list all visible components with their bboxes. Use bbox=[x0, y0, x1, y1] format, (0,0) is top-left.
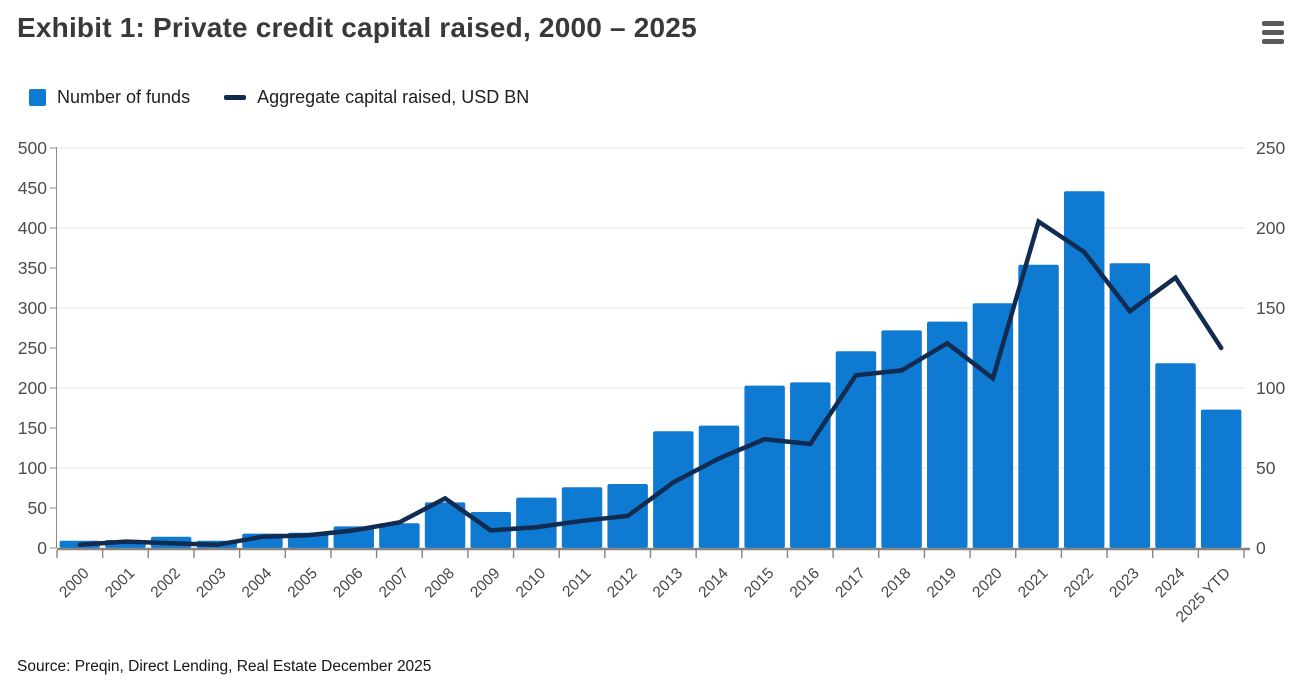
left-axis-label: 300 bbox=[18, 298, 47, 318]
x-axis-label: 2005 bbox=[285, 565, 321, 601]
left-axis-label: 400 bbox=[18, 218, 47, 238]
bar-2018[interactable] bbox=[881, 330, 922, 548]
x-axis-label: 2023 bbox=[1106, 565, 1142, 601]
x-axis-label: 2018 bbox=[878, 565, 914, 601]
right-axis-label: 100 bbox=[1256, 378, 1285, 398]
left-axis-label: 150 bbox=[18, 418, 47, 438]
legend-label: Number of funds bbox=[57, 87, 191, 107]
x-axis-label: 2015 bbox=[741, 565, 777, 601]
x-axis-label: 2021 bbox=[1015, 565, 1051, 601]
hamburger-bar bbox=[1262, 21, 1284, 26]
right-axis-label: 50 bbox=[1256, 458, 1276, 478]
x-axis-label: 2007 bbox=[376, 565, 412, 601]
chart-title: Exhibit 1: Private credit capital raised… bbox=[17, 12, 697, 43]
bar-series-swatch-icon bbox=[29, 89, 46, 106]
x-axis-label: 2012 bbox=[604, 565, 640, 601]
right-axis-label: 250 bbox=[1256, 138, 1285, 158]
x-axis-label: 2003 bbox=[193, 565, 229, 601]
x-axis-label: 2006 bbox=[330, 565, 366, 601]
bar-2014[interactable] bbox=[698, 425, 740, 548]
line-series-swatch-icon bbox=[224, 95, 247, 100]
bar-2011[interactable] bbox=[561, 487, 603, 548]
bar-2024[interactable] bbox=[1155, 363, 1196, 548]
x-axis-label: 2011 bbox=[559, 565, 595, 601]
left-axis-label: 200 bbox=[18, 378, 47, 398]
hamburger-menu-icon[interactable] bbox=[1262, 21, 1284, 44]
bar-2010[interactable] bbox=[516, 497, 557, 548]
legend-item-number-of-funds[interactable]: Number of funds bbox=[29, 87, 190, 108]
x-axis-label: 2019 bbox=[924, 565, 960, 601]
bar-2022[interactable] bbox=[1063, 191, 1105, 548]
bar-2007[interactable] bbox=[379, 523, 420, 548]
source-note: Source: Preqin, Direct Lending, Real Est… bbox=[17, 658, 432, 675]
x-axis-label: 2016 bbox=[787, 565, 823, 601]
x-axis-label: 2022 bbox=[1061, 565, 1097, 601]
left-axis-label: 0 bbox=[37, 538, 47, 558]
legend-item-aggregate-capital[interactable]: Aggregate capital raised, USD BN bbox=[224, 87, 529, 108]
bar-2008[interactable] bbox=[424, 502, 466, 548]
x-axis-label: 2009 bbox=[467, 565, 503, 601]
x-axis-label: 2017 bbox=[832, 565, 868, 601]
left-axis-label: 100 bbox=[18, 458, 47, 478]
hamburger-bar bbox=[1262, 30, 1284, 35]
x-axis-label: 2000 bbox=[56, 565, 93, 602]
bar-2013[interactable] bbox=[653, 431, 694, 548]
x-axis-label: 2008 bbox=[421, 565, 457, 601]
bar-2025 YTD[interactable] bbox=[1200, 409, 1242, 548]
chart-legend: Number of funds Aggregate capital raised… bbox=[29, 87, 529, 108]
left-axis-label: 500 bbox=[18, 138, 47, 158]
bar-2016[interactable] bbox=[790, 382, 831, 548]
x-axis-label: 2010 bbox=[513, 565, 550, 602]
x-axis-label: 2014 bbox=[695, 565, 732, 602]
right-axis-label: 0 bbox=[1256, 538, 1266, 558]
x-axis-label: 2002 bbox=[148, 565, 184, 601]
bar-2021[interactable] bbox=[1018, 264, 1059, 548]
aggregate-capital-line[interactable] bbox=[77, 218, 1224, 548]
bar-2015[interactable] bbox=[744, 385, 785, 548]
x-axis-label: 2004 bbox=[239, 565, 276, 602]
bar-2019[interactable] bbox=[927, 321, 968, 548]
left-axis-label: 350 bbox=[18, 258, 47, 278]
x-axis-label: 2001 bbox=[102, 565, 138, 601]
left-axis-label: 250 bbox=[18, 338, 47, 358]
x-axis-label: 2013 bbox=[650, 565, 686, 601]
bar-2020[interactable] bbox=[972, 303, 1014, 548]
right-axis-label: 200 bbox=[1256, 218, 1285, 238]
x-axis-label: 2024 bbox=[1152, 565, 1189, 602]
right-axis-label: 150 bbox=[1256, 298, 1285, 318]
left-axis-label: 450 bbox=[18, 178, 47, 198]
bar-2023[interactable] bbox=[1109, 263, 1151, 548]
legend-label: Aggregate capital raised, USD BN bbox=[257, 87, 530, 107]
x-axis-label: 2020 bbox=[969, 565, 1006, 602]
hamburger-bar bbox=[1262, 39, 1284, 44]
bar-2017[interactable] bbox=[835, 351, 877, 548]
left-axis-label: 50 bbox=[28, 498, 48, 518]
